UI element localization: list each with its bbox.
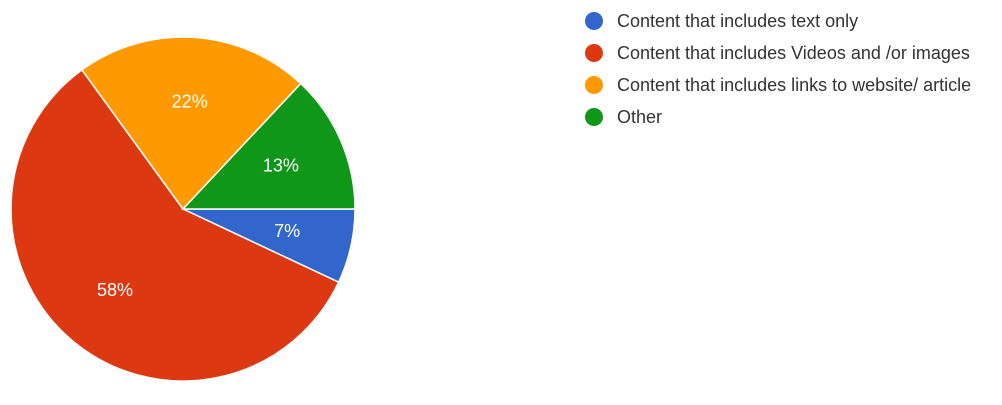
slice-label-videos-images: 58% [97,280,133,300]
legend-item-videos-images: Content that includes Videos and /or ima… [585,40,995,66]
legend-item-other: Other [585,104,995,130]
legend-swatch [585,108,603,126]
legend-label: Content that includes text only [617,11,859,31]
slice-label-links: 22% [172,91,208,111]
pie-slice-links [80,36,302,211]
legend-item-text-only: Content that includes text only [585,8,995,34]
pie-slice-videos-images [10,68,340,382]
pie-chart: 7% 58% 22% 13% [10,36,356,382]
legend-label: Content that includes links to website/ … [617,75,972,95]
legend-swatch [585,76,603,94]
legend: Content that includes text only Content t… [585,8,995,136]
slice-label-other: 13% [263,155,299,175]
legend-label: Other [617,107,663,127]
legend-label: Content that includes Videos and /or ima… [617,43,970,63]
pie-slice-other [181,82,356,210]
legend-swatch [585,12,603,30]
legend-item-links: Content that includes links to website/ … [585,72,995,98]
slice-label-text-only: 7% [274,221,300,241]
legend-swatch [585,44,603,62]
